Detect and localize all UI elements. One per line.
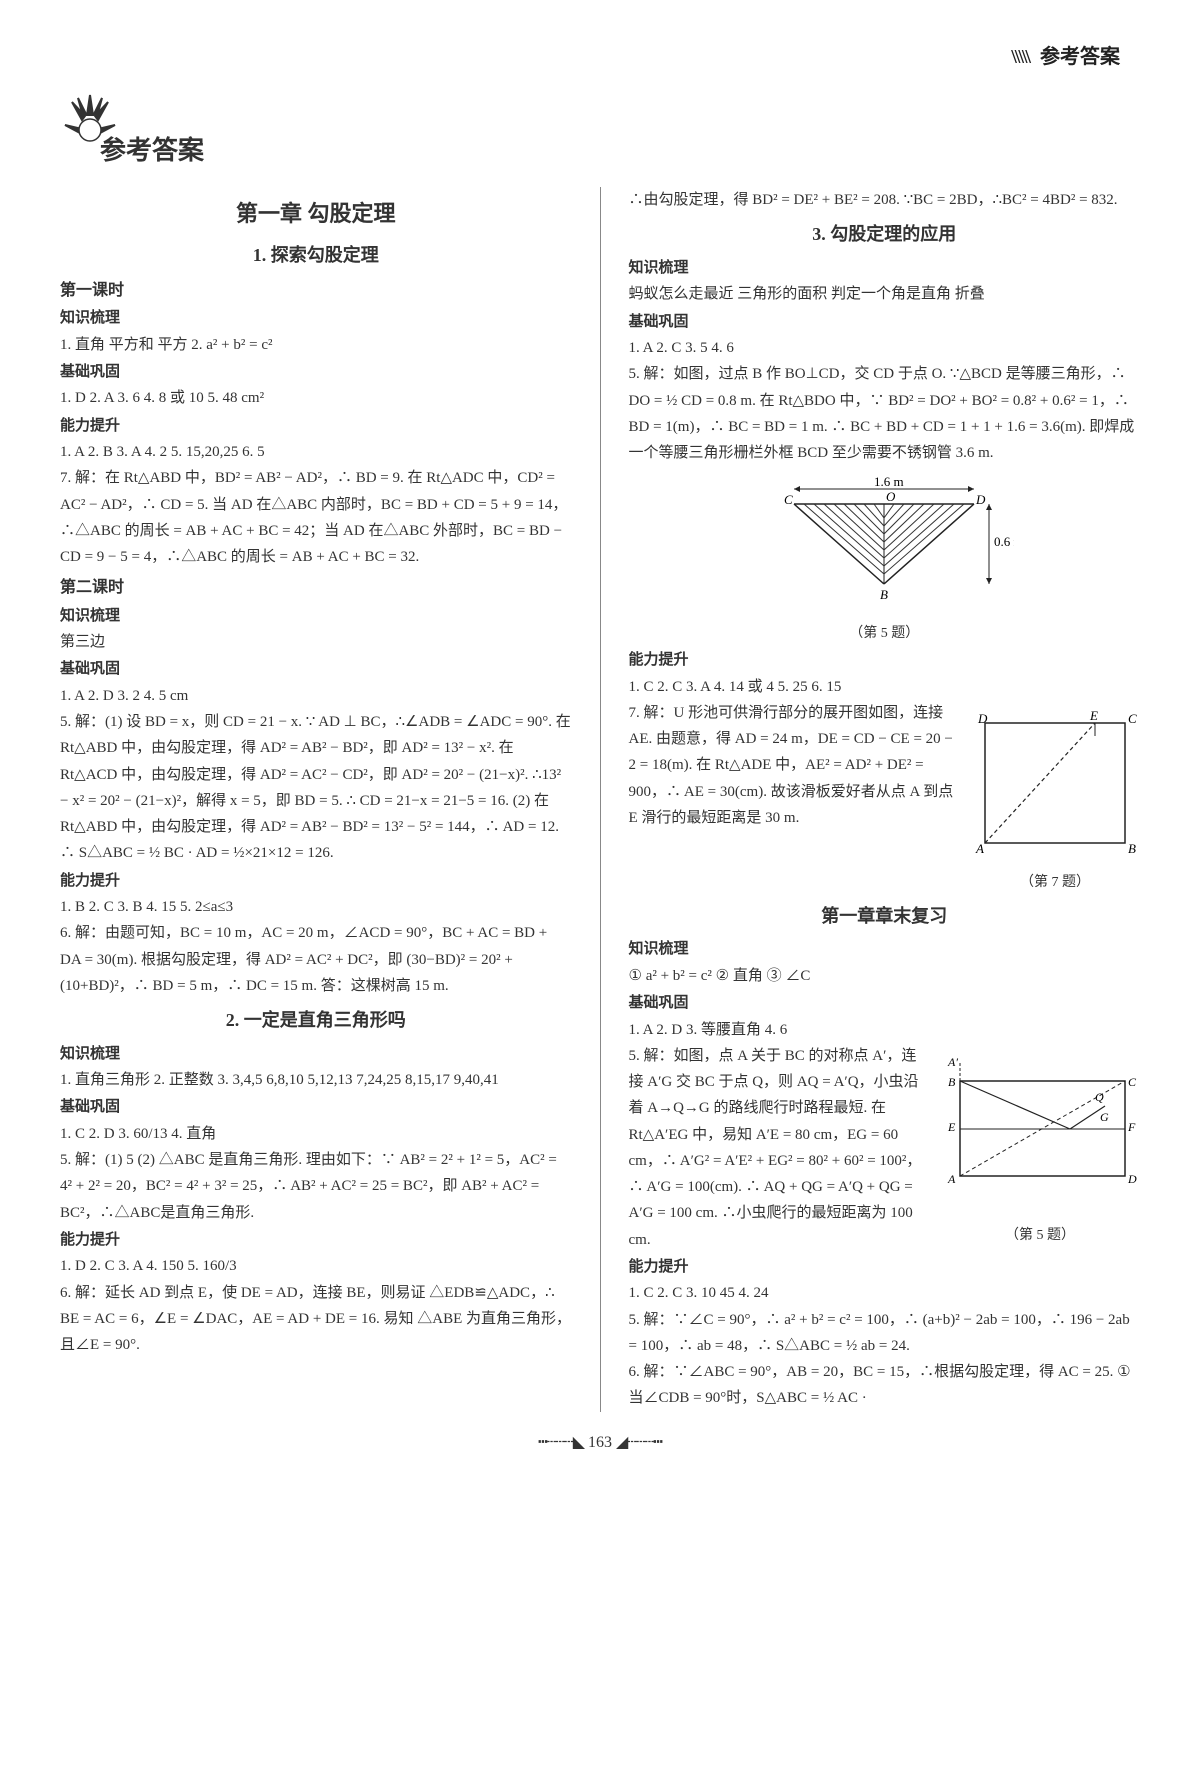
sun-burst-icon bbox=[60, 90, 120, 150]
fig7-label-C: C bbox=[1128, 711, 1137, 726]
fig7-label-E: E bbox=[1089, 708, 1098, 723]
ability-4-line1: 1. C 2. C 3. A 4. 14 或 4 5. 25 6. 15 bbox=[629, 674, 1141, 700]
ability-5-line1: 1. C 2. C 3. 10 45 4. 24 bbox=[629, 1280, 1141, 1306]
basics-1-content: 1. D 2. A 3. 6 4. 8 或 10 5. 48 cm² bbox=[60, 385, 572, 411]
fig5b-label-Ap: A′ bbox=[947, 1055, 958, 1069]
fig5-label-D: D bbox=[975, 492, 986, 507]
fig7-label-B: B bbox=[1128, 841, 1136, 856]
fig5-height-label: 0.6 m bbox=[994, 534, 1014, 549]
fig5b-label-Q: Q bbox=[1095, 1090, 1104, 1104]
figure-5b-reflection-diagram: A′ B C Q E F G A D bbox=[940, 1051, 1140, 1216]
fig5b-label-A: A bbox=[947, 1172, 956, 1186]
two-column-layout: 第一章 勾股定理 1. 探索勾股定理 第一课时 知识梳理 1. 直角 平方和 平… bbox=[60, 187, 1140, 1412]
ability-1-line1: 1. A 2. B 3. A 4. 2 5. 15,20,25 6. 5 bbox=[60, 439, 572, 465]
header-slashes: \\\\\ bbox=[1011, 46, 1029, 68]
continuation-1: ∴由勾股定理，得 BD² = DE² + BE² = 208. ∵BC = 2B… bbox=[629, 187, 1141, 213]
knowledge-label-5: 知识梳理 bbox=[629, 937, 1141, 963]
ability-3-line1: 1. D 2. C 3. A 4. 150 5. 160/3 bbox=[60, 1253, 572, 1279]
figure-5b-caption: （第 5 题） bbox=[940, 1224, 1140, 1248]
knowledge-label-2: 知识梳理 bbox=[60, 604, 572, 630]
knowledge-2-content: 第三边 bbox=[60, 629, 572, 655]
figure-7-rect-diagram: D E C A B bbox=[970, 708, 1140, 863]
basics-label-2: 基础巩固 bbox=[60, 657, 572, 683]
figure-5a-caption: （第 5 题） bbox=[629, 622, 1141, 646]
ability-3-line2: 6. 解：延长 AD 到点 E，使 DE = AD，连接 BE，则易证 △EDB… bbox=[60, 1280, 572, 1359]
figure-5b-block: A′ B C Q E F G A D （第 5 题） bbox=[940, 1043, 1140, 1248]
chapter-review-title: 第一章章末复习 bbox=[629, 901, 1141, 932]
right-column: ∴由勾股定理，得 BD² = DE² + BE² = 208. ∵BC = 2B… bbox=[629, 187, 1141, 1412]
basics-4-line1: 1. A 2. C 3. 5 4. 6 bbox=[629, 335, 1141, 361]
knowledge-1-content: 1. 直角 平方和 平方 2. a² + b² = c² bbox=[60, 332, 572, 358]
section-2-title: 2. 一定是直角三角形吗 bbox=[60, 1005, 572, 1036]
page-number-value: 163 bbox=[588, 1434, 612, 1451]
basics-3-line2: 5. 解：(1) 5 (2) △ABC 是直角三角形. 理由如下：∵ AB² =… bbox=[60, 1147, 572, 1226]
column-divider bbox=[600, 187, 601, 1412]
knowledge-3-content: 1. 直角三角形 2. 正整数 3. 3,4,5 6,8,10 5,12,13 … bbox=[60, 1067, 572, 1093]
fig5b-label-F: F bbox=[1127, 1120, 1136, 1134]
section-1-title: 1. 探索勾股定理 bbox=[60, 240, 572, 271]
basics-2-line1: 1. A 2. D 3. 2 4. 5 cm bbox=[60, 683, 572, 709]
fig5-label-C: C bbox=[784, 492, 793, 507]
basics-label-1: 基础巩固 bbox=[60, 360, 572, 386]
fig5-label-O: O bbox=[886, 489, 896, 504]
fig7-label-A: A bbox=[975, 841, 984, 856]
fig5b-label-E: E bbox=[947, 1120, 956, 1134]
fig5b-label-B: B bbox=[948, 1075, 956, 1089]
fig5b-label-D: D bbox=[1127, 1172, 1137, 1186]
chapter-title: 第一章 勾股定理 bbox=[60, 195, 572, 232]
page-number: ┅┄┄┄◣ 163 ◢┄┄┄┅ bbox=[60, 1432, 1140, 1452]
fig7-label-D: D bbox=[977, 711, 988, 726]
header-title: \\\\\ 参考答案 bbox=[1011, 40, 1120, 69]
basics-3-line1: 1. C 2. D 3. 60/13 4. 直角 bbox=[60, 1121, 572, 1147]
knowledge-label-3: 知识梳理 bbox=[60, 1042, 572, 1068]
ability-2-line2: 6. 解：由题可知，BC = 10 m，AC = 20 m，∠ACD = 90°… bbox=[60, 920, 572, 999]
knowledge-5-content: ① a² + b² = c² ② 直角 ③ ∠C bbox=[629, 963, 1141, 989]
basics-label-4: 基础巩固 bbox=[629, 310, 1141, 336]
knowledge-4-content: 蚂蚁怎么走最近 三角形的面积 判定一个角是直角 折叠 bbox=[629, 281, 1141, 307]
section-3-title: 3. 勾股定理的应用 bbox=[629, 219, 1141, 250]
ability-label-3: 能力提升 bbox=[60, 1228, 572, 1254]
ability-label-5: 能力提升 bbox=[629, 1255, 1141, 1281]
basics-label-5: 基础巩固 bbox=[629, 991, 1141, 1017]
ability-label-2: 能力提升 bbox=[60, 869, 572, 895]
page-number-deco-right: ◢┄┄┄┅ bbox=[616, 1434, 662, 1451]
page-main-title: 参考答案 bbox=[100, 130, 1140, 167]
lesson-1-heading: 第一课时 bbox=[60, 277, 572, 304]
ability-1-line2: 7. 解：在 Rt△ABD 中，BD² = AB² − AD²，∴ BD = 9… bbox=[60, 465, 572, 570]
knowledge-label-4: 知识梳理 bbox=[629, 256, 1141, 282]
page-number-deco-left: ┅┄┄┄◣ bbox=[538, 1434, 584, 1451]
figure-7-block: D E C A B （第 7 题） bbox=[970, 700, 1140, 895]
fig5b-label-G: G bbox=[1100, 1110, 1109, 1124]
ability-5-line3: 6. 解：∵∠ABC = 90°，AB = 20，BC = 15，∴根据勾股定理… bbox=[629, 1359, 1141, 1412]
fig5b-label-C: C bbox=[1128, 1075, 1137, 1089]
header-title-text: 参考答案 bbox=[1040, 46, 1120, 68]
basics-4-line2: 5. 解：如图，过点 B 作 BO⊥CD，交 CD 于点 O. ∵△BCD 是等… bbox=[629, 361, 1141, 466]
fig5-width-label: 1.6 m bbox=[874, 474, 904, 489]
ability-5-line2: 5. 解：∵∠C = 90°，∴ a² + b² = c² = 100，∴ (a… bbox=[629, 1307, 1141, 1360]
figure-5-triangle-diagram: 1.6 m 0.6 m C O D B bbox=[754, 474, 1014, 614]
figure-7-caption: （第 7 题） bbox=[970, 871, 1140, 895]
basics-5-line1: 1. A 2. D 3. 等腰直角 4. 6 bbox=[629, 1017, 1141, 1043]
ability-label-4: 能力提升 bbox=[629, 648, 1141, 674]
left-column: 第一章 勾股定理 1. 探索勾股定理 第一课时 知识梳理 1. 直角 平方和 平… bbox=[60, 187, 572, 1412]
lesson-2-heading: 第二课时 bbox=[60, 574, 572, 601]
knowledge-label-1: 知识梳理 bbox=[60, 306, 572, 332]
basics-2-line2: 5. 解：(1) 设 BD = x，则 CD = 21 − x. ∵ AD ⊥ … bbox=[60, 709, 572, 867]
basics-label-3: 基础巩固 bbox=[60, 1095, 572, 1121]
fig5-label-B: B bbox=[880, 587, 888, 602]
ability-2-line1: 1. B 2. C 3. B 4. 15 5. 2≤a≤3 bbox=[60, 894, 572, 920]
ability-label-1: 能力提升 bbox=[60, 414, 572, 440]
